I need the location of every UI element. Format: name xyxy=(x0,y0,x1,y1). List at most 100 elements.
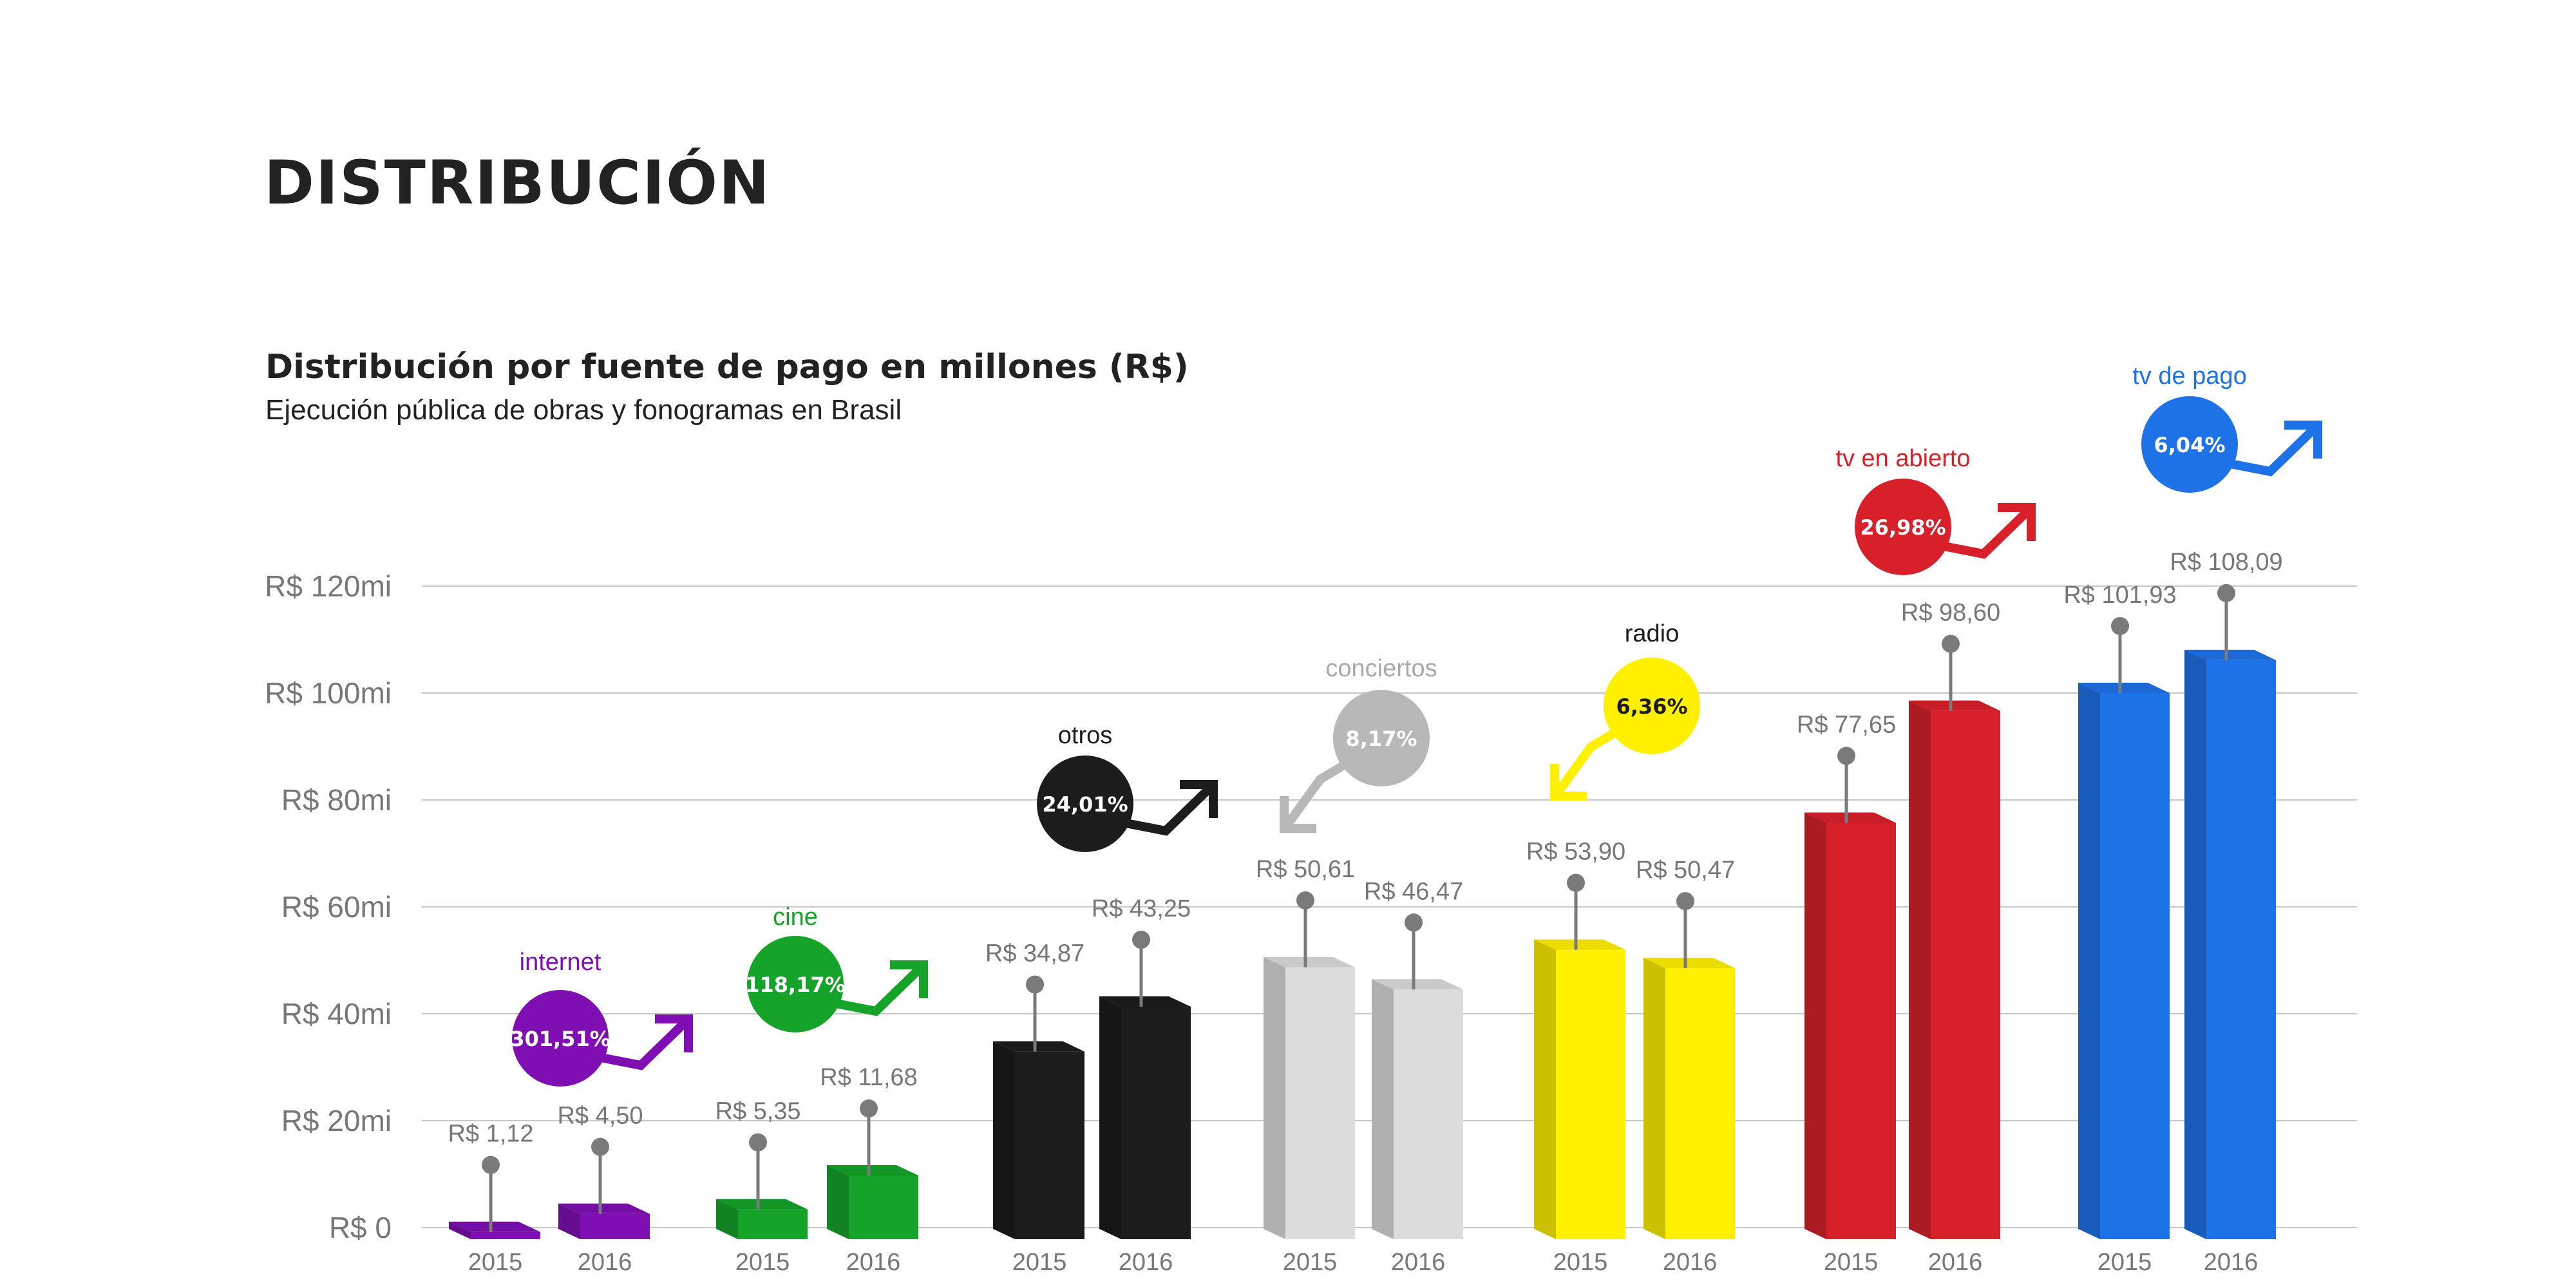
chart-title: Distribución por fuente de pago en millo… xyxy=(265,348,1189,386)
trend-up-arrowhead xyxy=(655,1014,693,1052)
trend-up-arrowhead xyxy=(1180,780,1218,818)
bar-side xyxy=(2184,649,2206,1239)
change-percent: 6,04% xyxy=(2154,433,2225,457)
bar xyxy=(471,1231,540,1239)
bar xyxy=(580,1213,650,1239)
x-tick-label: 2015 xyxy=(1553,1249,1608,1276)
y-tick-label: R$ 0 xyxy=(329,1211,392,1244)
value-pin-dot xyxy=(1837,746,1855,765)
bar-top xyxy=(2184,649,2276,660)
bar xyxy=(2100,692,2170,1239)
bar-side xyxy=(1804,812,1826,1239)
x-tick-label: 2016 xyxy=(2204,1249,2259,1276)
x-tick-label: 2016 xyxy=(1663,1249,1718,1276)
bar xyxy=(1394,989,1463,1239)
value-pin-dot xyxy=(1296,891,1314,909)
bar-top xyxy=(449,1221,540,1232)
value-pin-dot xyxy=(2217,584,2235,602)
bar xyxy=(1121,1007,1191,1239)
change-percent: 6,36% xyxy=(1616,694,1687,719)
data-label: R$ 53,90 xyxy=(1526,839,1625,866)
bar-top xyxy=(1909,700,2000,711)
change-bubble xyxy=(1037,756,1133,852)
value-pin-dot xyxy=(1567,873,1585,892)
bar-top xyxy=(1264,956,1355,967)
data-label: R$ 98,60 xyxy=(1901,600,2000,627)
change-percent: 301,51% xyxy=(510,1027,611,1051)
data-label: R$ 43,25 xyxy=(1092,895,1191,922)
bar xyxy=(2206,660,2276,1239)
x-tick-label: 2015 xyxy=(735,1249,790,1276)
bar-side xyxy=(1534,939,1556,1239)
bar-top xyxy=(1643,958,1735,969)
bar xyxy=(1015,1051,1084,1239)
data-label: R$ 5,35 xyxy=(715,1098,800,1125)
trend-up-icon xyxy=(595,1018,690,1070)
category-label: cine xyxy=(773,904,818,931)
chart-subtitle: Ejecución pública de obras y fonogramas … xyxy=(265,394,902,426)
change-bubble xyxy=(1333,690,1430,786)
bar-top xyxy=(1804,812,1896,823)
x-tick-label: 2016 xyxy=(578,1249,632,1276)
bar-side xyxy=(1264,956,1285,1239)
bar-top xyxy=(993,1041,1084,1052)
bar xyxy=(1665,968,1735,1239)
y-tick-label: R$ 120mi xyxy=(265,569,392,603)
bar-top xyxy=(2078,682,2170,693)
trend-up-arrowhead xyxy=(1998,503,2036,541)
bar xyxy=(738,1209,808,1239)
change-percent: 26,98% xyxy=(1860,515,1946,540)
bar-side xyxy=(2078,682,2100,1239)
bar-side xyxy=(1372,979,1394,1239)
trend-up-icon xyxy=(2224,424,2319,477)
value-pin-dot xyxy=(1676,892,1694,911)
value-pin-dot xyxy=(1026,975,1044,994)
data-label: R$ 77,65 xyxy=(1797,712,1896,739)
x-tick-label: 2016 xyxy=(1391,1249,1446,1276)
bar-side xyxy=(1099,996,1121,1239)
bar-top xyxy=(1099,996,1191,1007)
change-bubble xyxy=(2141,396,2238,493)
x-tick-label: 2015 xyxy=(468,1249,523,1276)
x-tick-label: 2015 xyxy=(2098,1249,2152,1276)
bar-top xyxy=(1372,979,1463,990)
data-label: R$ 50,47 xyxy=(1636,857,1735,884)
change-bubble xyxy=(1855,479,1951,575)
y-tick-label: R$ 80mi xyxy=(281,783,392,817)
trend-up-arrowhead xyxy=(2284,421,2322,459)
value-pin-dot xyxy=(749,1133,767,1152)
data-label: R$ 46,47 xyxy=(1364,878,1463,905)
category-label: tv de pago xyxy=(2132,363,2246,390)
data-label: R$ 11,68 xyxy=(820,1064,917,1091)
value-pin-dot xyxy=(482,1155,500,1174)
category-label: tv en abierto xyxy=(1835,445,1970,472)
change-bubble xyxy=(512,990,609,1087)
bar xyxy=(1285,967,1355,1239)
trend-down-arrowhead xyxy=(1280,796,1316,833)
y-tick-label: R$ 100mi xyxy=(265,676,392,710)
y-tick-label: R$ 20mi xyxy=(281,1104,392,1137)
bar-top xyxy=(827,1165,918,1176)
data-label: R$ 101,93 xyxy=(2063,582,2176,609)
x-tick-label: 2015 xyxy=(1012,1249,1067,1276)
trend-up-arrowhead xyxy=(890,960,928,998)
bar-side xyxy=(827,1165,849,1239)
x-tick-label: 2016 xyxy=(1119,1249,1173,1276)
change-percent: 8,17% xyxy=(1345,727,1417,751)
trend-down-icon xyxy=(1553,727,1619,797)
bar-top xyxy=(558,1203,650,1214)
y-tick-label: R$ 60mi xyxy=(281,890,392,924)
bar xyxy=(1931,710,2000,1239)
value-pin-dot xyxy=(1942,634,1960,653)
bar xyxy=(849,1175,918,1239)
x-tick-label: 2016 xyxy=(1928,1249,1983,1276)
value-pin-dot xyxy=(1405,913,1423,932)
change-bubble xyxy=(747,936,844,1032)
data-label: R$ 34,87 xyxy=(985,940,1084,967)
data-label: R$ 4,50 xyxy=(557,1103,643,1130)
change-bubble xyxy=(1604,658,1700,754)
data-label: R$ 108,09 xyxy=(2170,549,2282,576)
change-percent: 118,17% xyxy=(745,973,846,997)
data-label: R$ 1,12 xyxy=(448,1121,533,1148)
